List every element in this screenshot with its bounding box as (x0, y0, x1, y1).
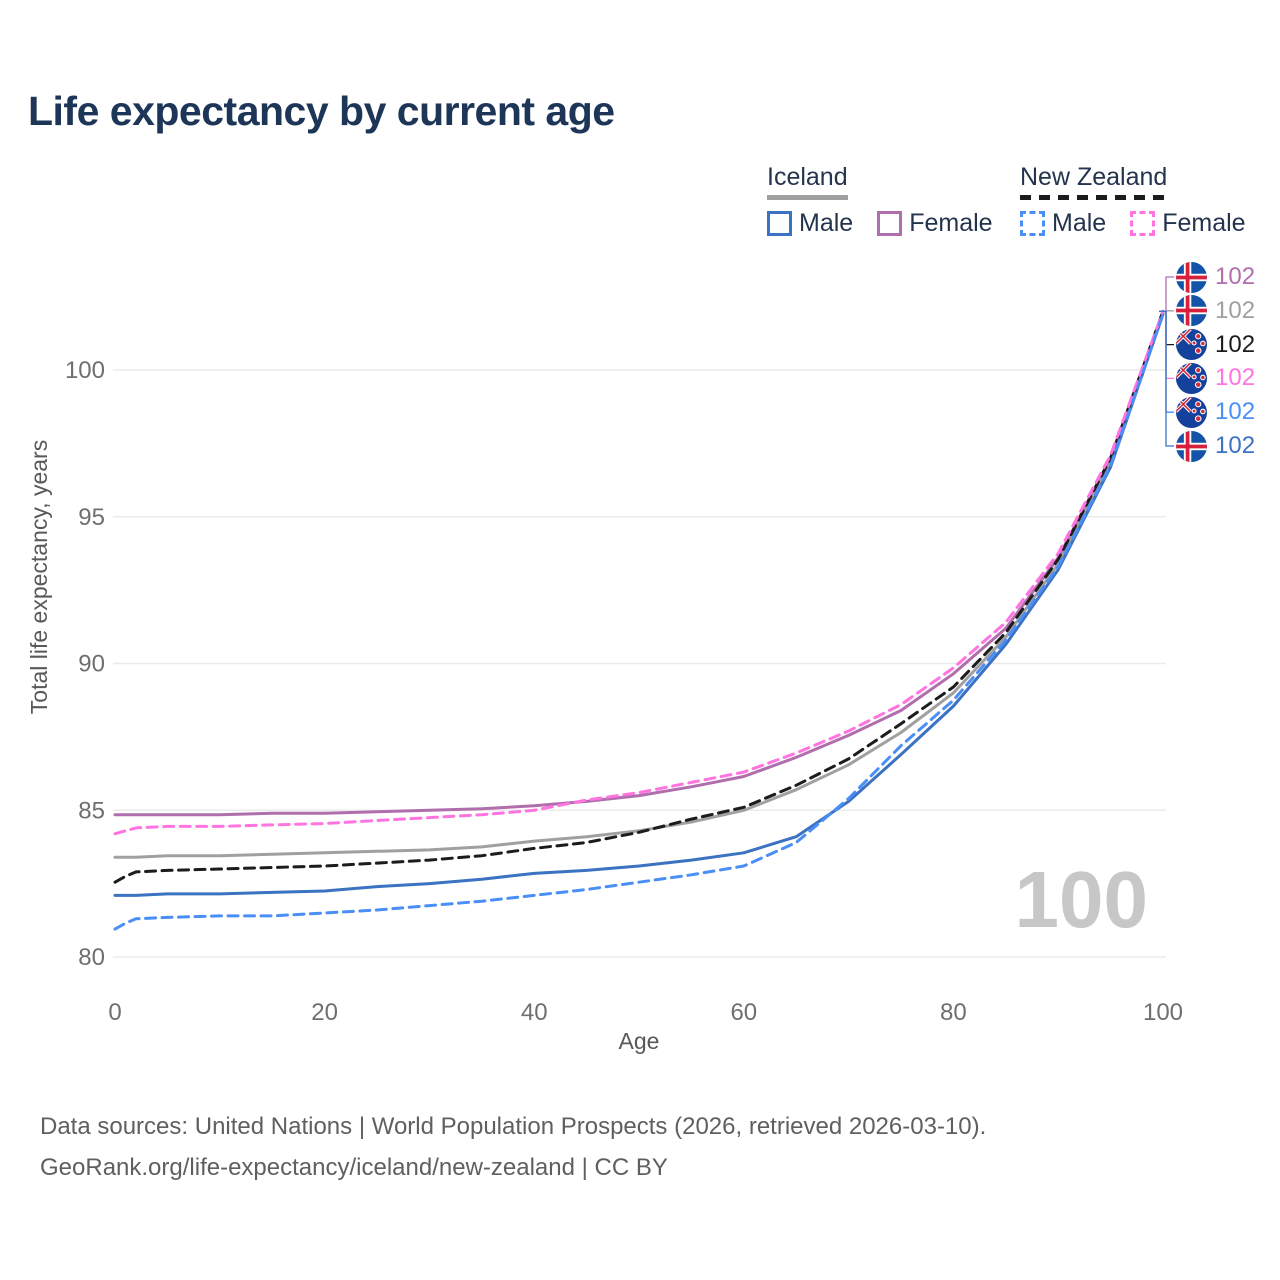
end-label-value: 102 (1215, 296, 1256, 324)
x-tick-label: 80 (940, 999, 967, 1026)
series-line-iceland (113, 311, 1165, 859)
legend-item-iceland-female[interactable]: Female (877, 208, 993, 238)
series-line-new-zealand-female (113, 309, 1165, 836)
legend-label: Male (799, 208, 854, 237)
new-zealand-flag-icon (1176, 362, 1207, 394)
legend-group-new-zealand: New Zealand Male Female (1020, 163, 1246, 238)
end-label-value: 102 (1215, 364, 1256, 392)
y-tick-label: 95 (78, 504, 105, 531)
end-label-iceland: 102 (1176, 295, 1255, 327)
new-zealand-flag-icon (1176, 329, 1207, 361)
end-label-iceland-male: 102 (1176, 430, 1255, 462)
end-label-new-zealand: 102 (1176, 329, 1255, 361)
new-zealand-line-swatch (1020, 194, 1168, 200)
end-label-iceland-female: 102 (1176, 261, 1255, 293)
footer-data-sources: Data sources: United Nations | World Pop… (40, 1113, 987, 1140)
series-line-new-zealand-male (113, 312, 1165, 931)
end-label-leader (1159, 310, 1174, 447)
legend-label: Male (1052, 208, 1107, 237)
legend-item-iceland-male[interactable]: Male (767, 209, 853, 238)
x-axis-title: Age (619, 1028, 660, 1054)
footer: Data sources: United Nations | World Pop… (40, 1106, 986, 1188)
x-tick-label: 100 (1143, 999, 1183, 1026)
new-zealand-female-swatch (1130, 210, 1156, 236)
series-line-iceland-male (113, 312, 1165, 897)
y-tick-label: 80 (78, 944, 105, 971)
end-label-value: 102 (1215, 330, 1256, 358)
x-tick-label: 20 (311, 999, 338, 1026)
end-label-leader (1159, 276, 1174, 312)
y-axis-title: Total life expectancy, years (26, 440, 52, 714)
end-label-value: 102 (1215, 263, 1256, 290)
x-tick-label: 0 (108, 999, 121, 1026)
new-zealand-flag-icon (1176, 396, 1207, 428)
legend-group-iceland: Iceland Male Female (767, 163, 993, 238)
series-line-new-zealand (113, 309, 1165, 884)
iceland-flag-icon (1176, 261, 1207, 293)
legend-label: Female (909, 208, 993, 237)
legend-item-new-zealand-male[interactable]: Male (1020, 209, 1106, 238)
iceland-male-swatch (767, 210, 792, 236)
series-line-iceland-female (113, 309, 1165, 817)
y-tick-label: 100 (65, 357, 105, 384)
legend-title-new-zealand: New Zealand (1020, 163, 1168, 191)
page-title: Life expectancy by current age (28, 88, 615, 134)
legend-label: Female (1162, 208, 1246, 237)
iceland-flag-icon (1176, 430, 1207, 462)
legend-title-iceland: Iceland (767, 163, 848, 191)
end-label-new-zealand-male: 102 (1176, 396, 1255, 428)
iceland-line-swatch (767, 194, 848, 200)
age-watermark: 100 (1014, 855, 1148, 944)
legend-item-new-zealand-female[interactable]: Female (1130, 208, 1246, 238)
y-tick-label: 90 (78, 651, 105, 678)
end-label-value: 102 (1215, 432, 1256, 459)
y-tick-label: 85 (78, 797, 105, 824)
iceland-female-swatch (877, 210, 903, 236)
end-label-value: 102 (1215, 398, 1256, 426)
x-tick-label: 60 (730, 999, 757, 1026)
new-zealand-male-swatch (1020, 210, 1045, 236)
footer-attribution: GeoRank.org/life-expectancy/iceland/new-… (40, 1154, 668, 1181)
end-label-new-zealand-female: 102 (1176, 362, 1255, 394)
x-tick-label: 40 (521, 999, 548, 1026)
iceland-flag-icon (1176, 295, 1207, 327)
